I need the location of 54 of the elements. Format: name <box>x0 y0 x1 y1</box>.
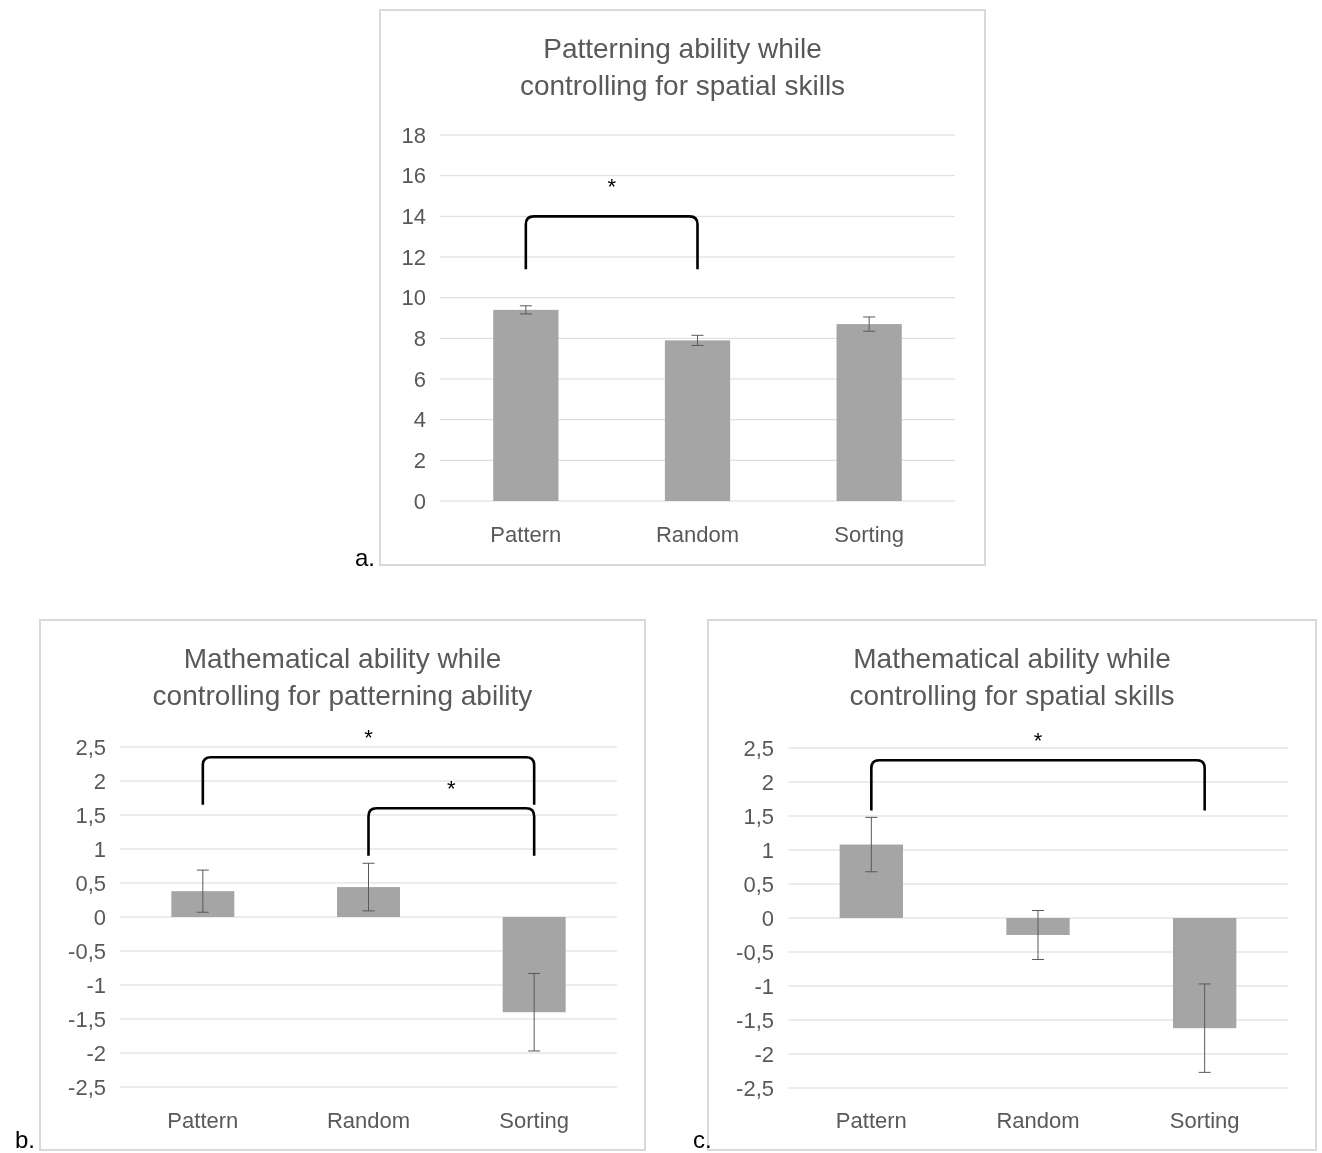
x-tick-label: Sorting <box>834 521 905 547</box>
y-tick-label: 0 <box>93 904 106 930</box>
chart-title: Patterning ability while controlling for spatial skills <box>519 33 846 101</box>
y-tick-label: 6 <box>413 366 426 392</box>
y-tick-label: 2 <box>761 769 774 795</box>
y-tick-label: 10 <box>401 285 426 311</box>
y-tick-label: -1 <box>754 973 774 999</box>
y-tick-label: 4 <box>413 407 426 433</box>
chart-title: Mathematical ability while controlling for spatial skills <box>849 643 1175 711</box>
text: b. <box>15 1126 36 1153</box>
y-tick-label: 12 <box>401 244 426 270</box>
text: c. <box>693 1126 712 1153</box>
y-tick-label: 2 <box>93 768 106 794</box>
x-tick-label: Sorting <box>1169 1107 1240 1133</box>
bar <box>337 887 400 917</box>
y-tick-label: 1 <box>761 837 774 863</box>
y-tick-label: 0 <box>761 905 774 931</box>
y-tick-label: 2,5 <box>75 734 106 760</box>
y-tick-label: 2,5 <box>743 735 774 761</box>
text: a. <box>355 544 376 571</box>
y-tick-label: -2 <box>754 1041 774 1067</box>
y-tick-label: -0,5 <box>736 939 774 965</box>
annotation: * <box>607 174 617 200</box>
y-tick-label: 18 <box>401 122 426 148</box>
y-tick-label: -1,5 <box>736 1007 774 1033</box>
bar <box>171 891 235 917</box>
chart-title: Mathematical ability while controlling for patterning ability <box>152 643 533 711</box>
annotation: * <box>1033 728 1043 754</box>
y-tick-label: -2,5 <box>68 1074 106 1100</box>
x-tick-label: Random <box>996 1107 1080 1133</box>
y-tick-label: 8 <box>413 325 426 351</box>
x-tick-label: Random <box>655 521 740 547</box>
y-tick-label: -2,5 <box>736 1075 774 1101</box>
y-tick-label: 1 <box>93 836 106 862</box>
x-tick-label: Pattern <box>835 1107 907 1133</box>
y-tick-label: -0,5 <box>68 938 106 964</box>
x-tick-label: Pattern <box>167 1107 239 1133</box>
y-tick-label: -2 <box>86 1040 106 1066</box>
y-tick-label: 14 <box>401 203 426 229</box>
y-tick-label: 0,5 <box>75 870 106 896</box>
y-tick-label: 16 <box>401 163 426 189</box>
y-tick-label: 2 <box>413 447 426 473</box>
y-tick-label: 1,5 <box>743 803 774 829</box>
y-tick-label: 0,5 <box>743 871 774 897</box>
x-tick-label: Pattern <box>490 521 562 547</box>
annotation: * <box>447 776 457 802</box>
x-tick-label: Random <box>326 1107 411 1133</box>
y-tick-label: -1 <box>86 972 106 998</box>
y-tick-label: -1,5 <box>68 1006 106 1032</box>
x-tick-label: Sorting <box>499 1107 570 1133</box>
y-tick-label: 0 <box>413 488 426 514</box>
y-tick-label: 1,5 <box>75 802 106 828</box>
annotation: * <box>364 725 374 751</box>
bar <box>502 917 566 1013</box>
